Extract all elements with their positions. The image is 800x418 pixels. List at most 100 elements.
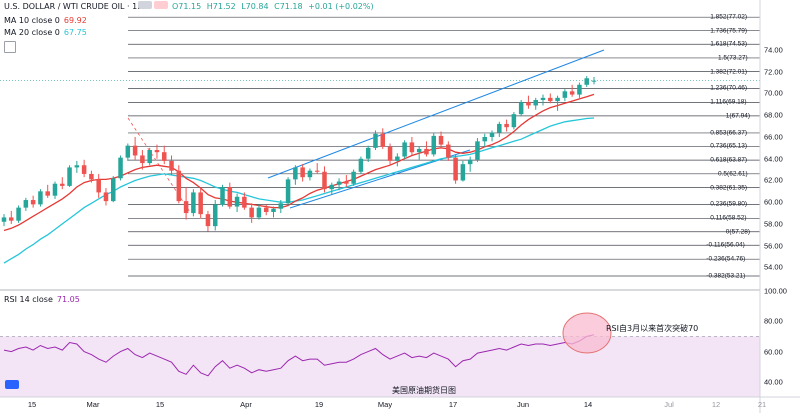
price-tick-label: 64.00	[764, 154, 783, 164]
fib-level-label: 0.236(59.80)	[710, 200, 748, 208]
ma10-legend[interactable]: MA 10 close 0 69.92	[4, 16, 87, 25]
candle	[263, 204, 269, 216]
ma20-label: MA 20 close 0	[4, 28, 60, 37]
candle-body	[271, 208, 276, 212]
time-tick-label: 19	[314, 400, 324, 409]
candle	[103, 188, 109, 206]
time-tick-label: 14	[583, 400, 593, 409]
candle	[205, 210, 211, 232]
candle-body	[511, 114, 517, 128]
price-tick-label: 58.00	[764, 219, 783, 229]
candle	[125, 143, 131, 161]
collapse-chevron-icon[interactable]	[4, 41, 16, 53]
candle-body	[489, 132, 495, 137]
candle-body	[52, 183, 58, 196]
fib-level-label: -0.236(54.76)	[706, 255, 746, 263]
candle	[96, 173, 101, 198]
candle	[140, 150, 145, 170]
candle-body	[161, 152, 167, 161]
candle-body	[198, 192, 203, 215]
candle-body	[446, 144, 451, 158]
candle	[453, 154, 458, 184]
tradingview-logo-icon[interactable]	[5, 380, 19, 389]
candle-body	[591, 80, 597, 82]
fib-level-label: 0(57.28)	[725, 228, 751, 236]
candle-body	[548, 97, 553, 102]
time-tick-label: 15	[155, 400, 165, 409]
candle-body	[118, 157, 123, 179]
candle	[482, 133, 487, 147]
fib-level-label: 1.236(70.46)	[710, 84, 748, 92]
candle	[380, 128, 386, 149]
candle-body	[475, 141, 480, 160]
rsi-legend[interactable]: RSI 14 close 71.05	[4, 295, 80, 304]
candle-body	[81, 165, 87, 174]
ma10-line	[3, 93, 595, 232]
rsi-layer	[0, 312, 760, 398]
rsi-line	[3, 334, 595, 377]
candle-body	[23, 200, 29, 208]
candle	[271, 206, 276, 218]
candle	[322, 166, 327, 193]
candle	[460, 160, 466, 182]
ma10-value: 69.92	[63, 16, 87, 25]
chart-caption: 美国原油期货日图	[392, 386, 456, 395]
candle	[74, 160, 80, 173]
rsi-tick-label: 80.00	[764, 316, 783, 326]
ma20-legend[interactable]: MA 20 close 0 67.75	[4, 28, 87, 37]
fib-level-label: 0.618(63.87)	[710, 156, 748, 164]
status-pill[interactable]	[138, 1, 152, 9]
candle	[285, 177, 291, 206]
candle	[511, 111, 517, 130]
candle-body	[526, 102, 531, 106]
fib-lines	[128, 16, 760, 277]
rsi-tick-label: 60.00	[764, 347, 783, 357]
candle	[16, 205, 21, 223]
candle-body	[533, 100, 538, 106]
candle	[314, 163, 320, 174]
candle-body	[38, 191, 43, 205]
candle	[67, 165, 72, 187]
candle	[569, 84, 575, 97]
ma10-label: MA 10 close 0	[4, 16, 60, 25]
candle	[475, 138, 480, 162]
ohlc-readout: O71.15 H71.52 L70.84 C71.18 +0.01 (+0.02…	[172, 2, 377, 11]
candle	[176, 165, 182, 204]
candle-body	[351, 171, 356, 184]
candle-body	[205, 214, 211, 227]
candle-body	[285, 179, 291, 204]
candle-body	[453, 157, 458, 181]
candle-body	[140, 155, 145, 164]
fib-level-label: 0.116(58.52)	[710, 214, 747, 222]
candle	[300, 164, 305, 182]
status-pill-red[interactable]	[154, 1, 168, 9]
high-value: H71.52	[206, 2, 236, 11]
price-tick-label: 56.00	[764, 241, 783, 251]
candle	[395, 153, 400, 167]
candle-body	[16, 207, 21, 221]
candle	[227, 182, 233, 209]
candle	[1, 214, 7, 227]
candle-body	[395, 156, 400, 161]
candle	[402, 140, 407, 159]
fib-level-label: 0.853(66.37)	[710, 129, 748, 137]
candle	[424, 141, 429, 157]
candle-body	[45, 191, 50, 196]
candle	[416, 146, 422, 160]
ma-lines	[3, 93, 595, 264]
candle	[220, 184, 225, 207]
time-tick-label: Apr	[240, 400, 252, 409]
candle	[431, 132, 437, 157]
candle-body	[482, 136, 487, 142]
candle-body	[125, 145, 131, 158]
candle-body	[424, 148, 429, 155]
candle-body	[555, 97, 560, 102]
time-tick-label: 15	[27, 400, 37, 409]
candle	[497, 121, 502, 137]
candle-body	[103, 192, 109, 202]
candle-body	[300, 167, 305, 178]
time-tick-label: 21	[757, 400, 767, 409]
candle-body	[30, 200, 36, 205]
